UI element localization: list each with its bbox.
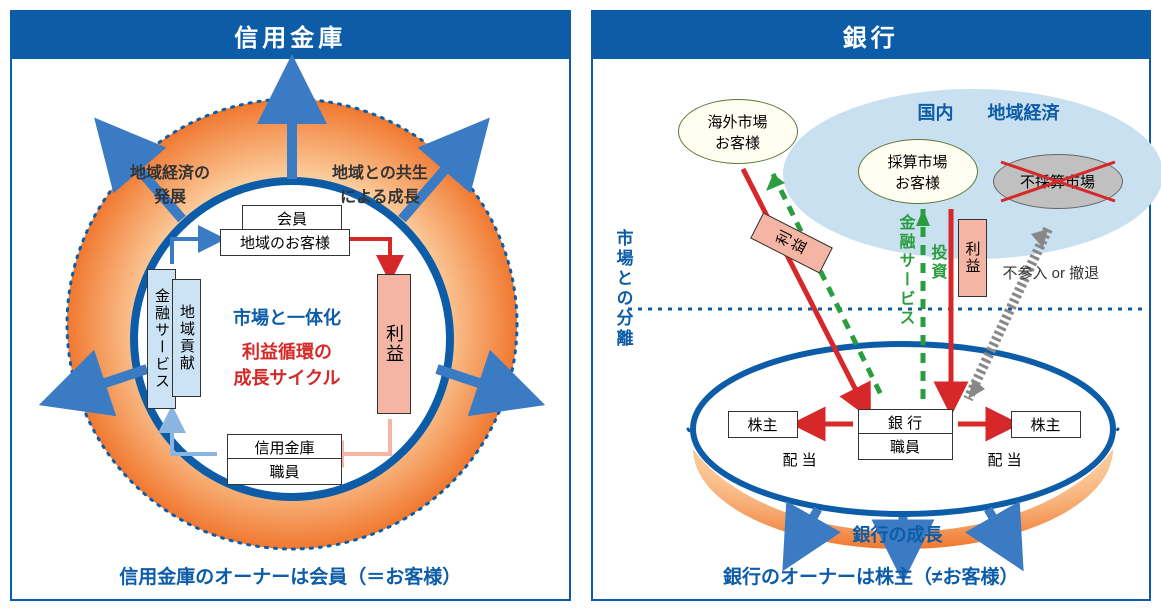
staff-box: 職員: [227, 458, 342, 485]
profit-vbox: 利益: [377, 274, 411, 414]
shinkin-footer: 信用金庫のオーナーは会員（＝お客様）: [12, 562, 569, 589]
growth-label: 銀行の成長: [853, 521, 943, 547]
customer-box: 地域のお客様: [220, 229, 350, 256]
dividend-right: 配 当: [988, 449, 1022, 470]
bank-svg: [593, 59, 1153, 599]
outer-label-right: 地域との共生 による成長: [332, 159, 428, 207]
overseas-ellipse: 海外市場 お客様: [678, 99, 798, 164]
x-mark-icon: [993, 154, 1123, 209]
bank-footer: 銀行のオーナーは株主（≠お客様）: [593, 562, 1150, 589]
shareholder-right: 株主: [1011, 411, 1081, 438]
contribution-vbox: 地域貢献: [172, 279, 201, 397]
bank-staff-box: 職員: [858, 433, 953, 460]
bank-body: 国内 地域経済 海外市場 お客様 採算市場 お客様 不採算市場 不参入 or 撤…: [593, 59, 1150, 599]
center-l3: 成長サイクル: [212, 364, 362, 390]
profitable-ellipse: 採算市場 お客様: [858, 139, 978, 204]
center-l1: 市場と一体化: [212, 304, 362, 330]
outer-label-left: 地域経済の 発展: [130, 159, 210, 207]
shinkin-body: 地域経済の 発展 地域との共生 による成長 会員 地域のお客様 信用金庫 職員 …: [12, 59, 569, 599]
shareholder-left: 株主: [728, 411, 798, 438]
service-label: 金融サービス: [893, 214, 917, 328]
bank-title: 銀行: [593, 12, 1150, 59]
shinkin-box: 信用金庫: [227, 434, 342, 461]
center-text: 市場と一体化 利益循環の 成長サイクル: [212, 304, 362, 390]
regional-label: 地域経済: [988, 99, 1060, 125]
shinkin-panel: 信用金庫: [10, 10, 571, 601]
dividend-left: 配 当: [783, 449, 817, 470]
center-l2: 利益循環の: [212, 338, 362, 364]
bank-panel: 銀行: [591, 10, 1152, 601]
domestic-label: 国内: [918, 99, 954, 125]
bank-box: 銀 行: [858, 409, 953, 436]
member-box: 会員: [242, 205, 342, 232]
separation-label: 市場との分離: [611, 229, 636, 349]
invest-label: 投資: [925, 244, 949, 282]
profit-vbox-right: 利益: [958, 219, 987, 297]
shinkin-title: 信用金庫: [12, 12, 569, 59]
withdraw-note: 不参入 or 撤退: [1003, 262, 1100, 283]
